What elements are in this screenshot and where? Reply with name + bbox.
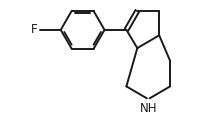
Text: NH: NH — [139, 102, 157, 115]
Text: F: F — [31, 23, 37, 36]
